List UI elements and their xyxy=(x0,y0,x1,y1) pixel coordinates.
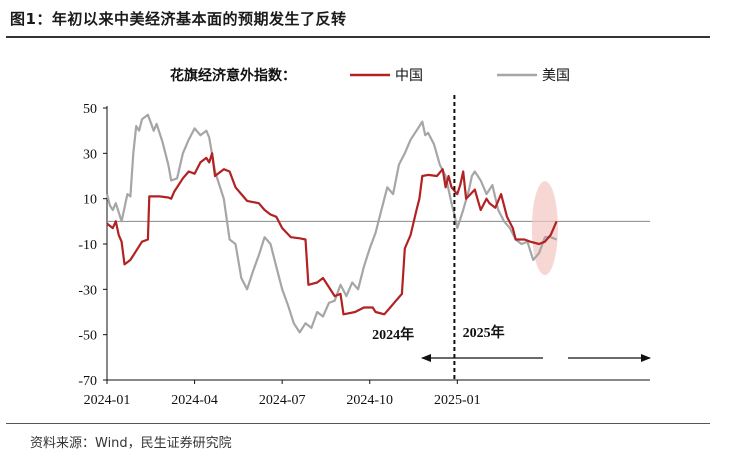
y-tick-label: 30 xyxy=(83,147,97,162)
chart-title: 图1：年初以来中美经济基本面的预期发生了反转 xyxy=(10,10,347,28)
series-line-us xyxy=(105,113,557,334)
legend-label: 中国 xyxy=(395,68,423,84)
y-tick-label: -10 xyxy=(78,238,97,253)
x-tick-label: 2024-07 xyxy=(259,393,306,408)
annotation-label: 2024年 xyxy=(372,326,414,343)
x-tick-label: 2024-04 xyxy=(171,393,218,408)
source-divider xyxy=(6,423,710,424)
highlight-ellipse xyxy=(531,181,558,276)
y-tick-label: -50 xyxy=(78,329,97,344)
x-tick-label: 2024-01 xyxy=(84,393,131,408)
highlight-layer xyxy=(531,181,558,276)
legend: 花旗经济意外指数： 中国 美国 xyxy=(170,67,570,84)
y-tick-label: 50 xyxy=(83,102,97,117)
y-tick-label: -70 xyxy=(78,374,97,389)
series-layer xyxy=(105,113,558,334)
y-tick-label: 10 xyxy=(83,193,97,208)
annotation-label: 2025年 xyxy=(463,324,505,341)
x-tick-label: 2025-01 xyxy=(434,393,481,408)
series-line-china xyxy=(106,152,558,316)
title-divider xyxy=(6,36,710,38)
x-tick-label: 2024-10 xyxy=(346,393,393,408)
legend-title: 花旗经济意外指数： xyxy=(170,67,296,84)
legend-label: 美国 xyxy=(542,68,570,84)
annotation-layer: 2024年 2025年 xyxy=(372,95,651,380)
y-tick-label: -30 xyxy=(78,283,97,298)
source-note: 资料来源：Wind，民生证券研究院 xyxy=(30,436,232,451)
